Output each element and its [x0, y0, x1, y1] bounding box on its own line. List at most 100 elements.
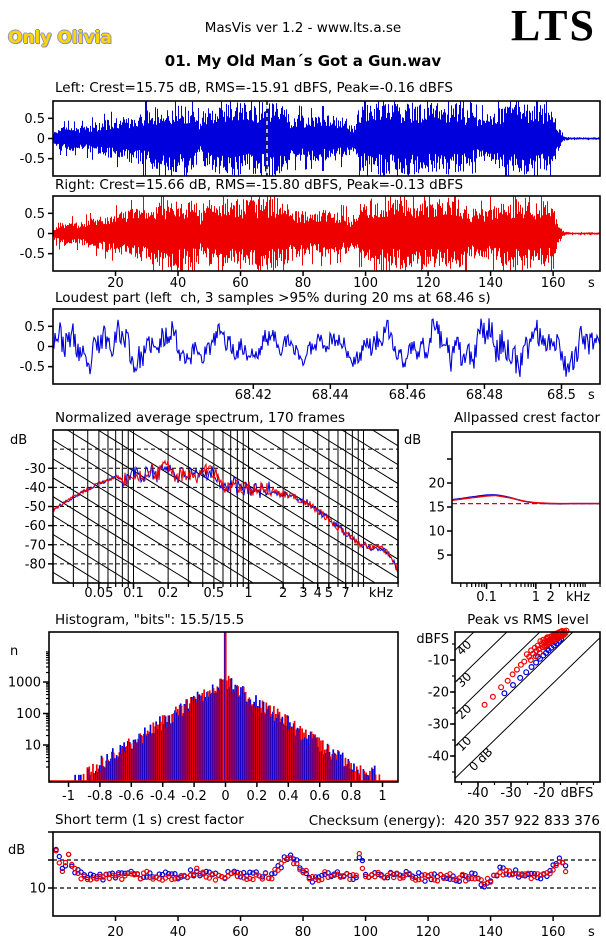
- short-term-crest-plot: 10 20 40 60 80 100 120 140 160 s dB: [8, 831, 601, 940]
- svg-text:4: 4: [314, 586, 322, 601]
- svg-text:kHz: kHz: [566, 590, 590, 605]
- spectrum-diagonal-grid: [53, 430, 398, 583]
- histogram-title: Histogram, "bits": 15.5/15.5: [55, 612, 245, 628]
- svg-text:-50: -50: [25, 500, 46, 515]
- svg-text:s: s: [588, 276, 595, 291]
- watermark-text: Only Olivia: [8, 28, 112, 48]
- peak-vs-rms-plot: 40 30 20 100 dB -40 -30 -20 dBFS -10 -20 -30 -40 dBF…: [416, 627, 601, 801]
- svg-text:140: 140: [478, 276, 503, 291]
- svg-text:dB: dB: [8, 843, 25, 858]
- svg-text:10: 10: [454, 733, 475, 754]
- checksum-value: 420 357 922 833 376: [453, 813, 600, 829]
- svg-text:s: s: [588, 388, 595, 403]
- svg-text:120: 120: [416, 276, 441, 291]
- svg-text:40: 40: [170, 925, 187, 940]
- svg-text:0.5: 0.5: [24, 207, 45, 222]
- svg-text:-0.5: -0.5: [20, 247, 45, 262]
- svg-text:0.05: 0.05: [84, 586, 113, 601]
- svg-text:0.2: 0.2: [247, 789, 268, 804]
- svg-text:7: 7: [342, 586, 350, 601]
- svg-text:80: 80: [295, 925, 312, 940]
- svg-text:40: 40: [454, 637, 475, 658]
- svg-text:1000: 1000: [8, 676, 41, 691]
- svg-text:10: 10: [428, 525, 445, 540]
- checksum-label: Checksum (energy):: [308, 813, 446, 829]
- svg-text:-80: -80: [25, 557, 46, 572]
- loudest-part-plot: 0.5 0 -0.5 68.42 68.44 68.46 68.48 68.5 s: [20, 308, 601, 403]
- spectrum-plot: -30 -40 -50 -60 -70 -80 0.05 0.1 0.2 0.5 1 2 3 4 5 7 kHz…: [10, 429, 399, 601]
- svg-text:1: 1: [532, 590, 540, 605]
- svg-text:2: 2: [547, 590, 555, 605]
- svg-text:5: 5: [325, 586, 333, 601]
- svg-text:-0.5: -0.5: [20, 360, 45, 375]
- svg-text:-70: -70: [25, 538, 46, 553]
- svg-text:60: 60: [232, 925, 249, 940]
- svg-text:dBFS: dBFS: [561, 786, 594, 801]
- svg-text:-0.8: -0.8: [87, 789, 112, 804]
- svg-text:-30: -30: [500, 786, 521, 801]
- svg-text:-0.2: -0.2: [181, 789, 206, 804]
- svg-text:0.2: 0.2: [158, 586, 179, 601]
- svg-text:-0.6: -0.6: [119, 789, 144, 804]
- svg-text:30: 30: [454, 669, 475, 690]
- svg-text:68.44: 68.44: [312, 388, 349, 403]
- svg-text:-30: -30: [428, 718, 449, 733]
- svg-text:-40: -40: [25, 481, 46, 496]
- svg-text:68.46: 68.46: [389, 388, 426, 403]
- svg-text:-30: -30: [25, 462, 46, 477]
- svg-text:-40: -40: [467, 786, 488, 801]
- svg-text:-0.4: -0.4: [150, 789, 175, 804]
- checksum-line: Checksum (energy): 420 357 922 833 376: [309, 813, 600, 829]
- allpassed-crest-plot: 20 15 10 5 0.1 1 2 kHz dB: [404, 431, 601, 605]
- svg-text:20: 20: [428, 477, 445, 492]
- svg-text:15: 15: [428, 501, 445, 516]
- svg-text:-20: -20: [428, 686, 449, 701]
- svg-text:-0.5: -0.5: [20, 152, 45, 167]
- svg-text:dB: dB: [404, 433, 421, 448]
- left-channel-stats: Left: Crest=15.75 dB, RMS=-15.91 dBFS, P…: [55, 80, 453, 96]
- svg-text:20: 20: [454, 701, 475, 722]
- svg-text:n: n: [10, 644, 18, 659]
- peak-vs-rms-title: Peak vs RMS level: [467, 612, 589, 628]
- short-term-crest-title: Short term (1 s) crest factor: [55, 812, 244, 828]
- svg-text:0.8: 0.8: [341, 789, 362, 804]
- svg-text:0: 0: [37, 132, 45, 147]
- svg-text:160: 160: [541, 276, 566, 291]
- svg-text:0.6: 0.6: [309, 789, 330, 804]
- svg-text:40: 40: [170, 276, 187, 291]
- svg-text:1: 1: [244, 586, 252, 601]
- lts-logo: LTS: [510, 1, 596, 50]
- svg-text:-10: -10: [428, 654, 449, 669]
- track-title: 01. My Old Man´s Got a Gun.wav: [164, 52, 442, 70]
- loudest-part-title: Loudest part (left ch, 3 samples >95% du…: [55, 290, 491, 306]
- svg-text:60: 60: [232, 276, 249, 291]
- right-waveform-plot: 0.5 0 -0.5 20 40 60 80 100 120 140 160 s: [20, 195, 601, 291]
- svg-text:0.5: 0.5: [204, 586, 225, 601]
- svg-text:kHz: kHz: [369, 586, 393, 601]
- svg-text:0: 0: [37, 227, 45, 242]
- svg-text:100: 100: [353, 276, 378, 291]
- spectrum-title: Normalized average spectrum, 170 frames: [55, 410, 345, 426]
- app-version-line: MasVis ver 1.2 - www.lts.a.se: [204, 20, 402, 36]
- allpassed-crest-title: Allpassed crest factor: [454, 410, 600, 426]
- svg-text:0: 0: [221, 789, 229, 804]
- svg-text:dB: dB: [10, 433, 27, 448]
- svg-text:10: 10: [29, 882, 46, 897]
- svg-text:s: s: [588, 925, 595, 940]
- svg-text:20: 20: [107, 925, 124, 940]
- svg-text:10: 10: [24, 739, 41, 754]
- histogram-plot: 1000 100 10 -1 -0.8 -0.6 -0.4 -0.2 0 0.2 0.4 0.6 0.8…: [8, 631, 399, 804]
- svg-text:-20: -20: [533, 786, 554, 801]
- svg-text:100: 100: [353, 925, 378, 940]
- svg-text:140: 140: [478, 925, 503, 940]
- svg-text:80: 80: [295, 276, 312, 291]
- svg-text:0.1: 0.1: [123, 586, 144, 601]
- svg-text:5: 5: [437, 549, 445, 564]
- svg-text:1: 1: [378, 789, 386, 804]
- svg-text:0.1: 0.1: [476, 590, 497, 605]
- svg-text:68.5: 68.5: [547, 388, 576, 403]
- svg-text:-60: -60: [25, 519, 46, 534]
- svg-text:-40: -40: [428, 750, 449, 765]
- svg-text:0.4: 0.4: [278, 789, 299, 804]
